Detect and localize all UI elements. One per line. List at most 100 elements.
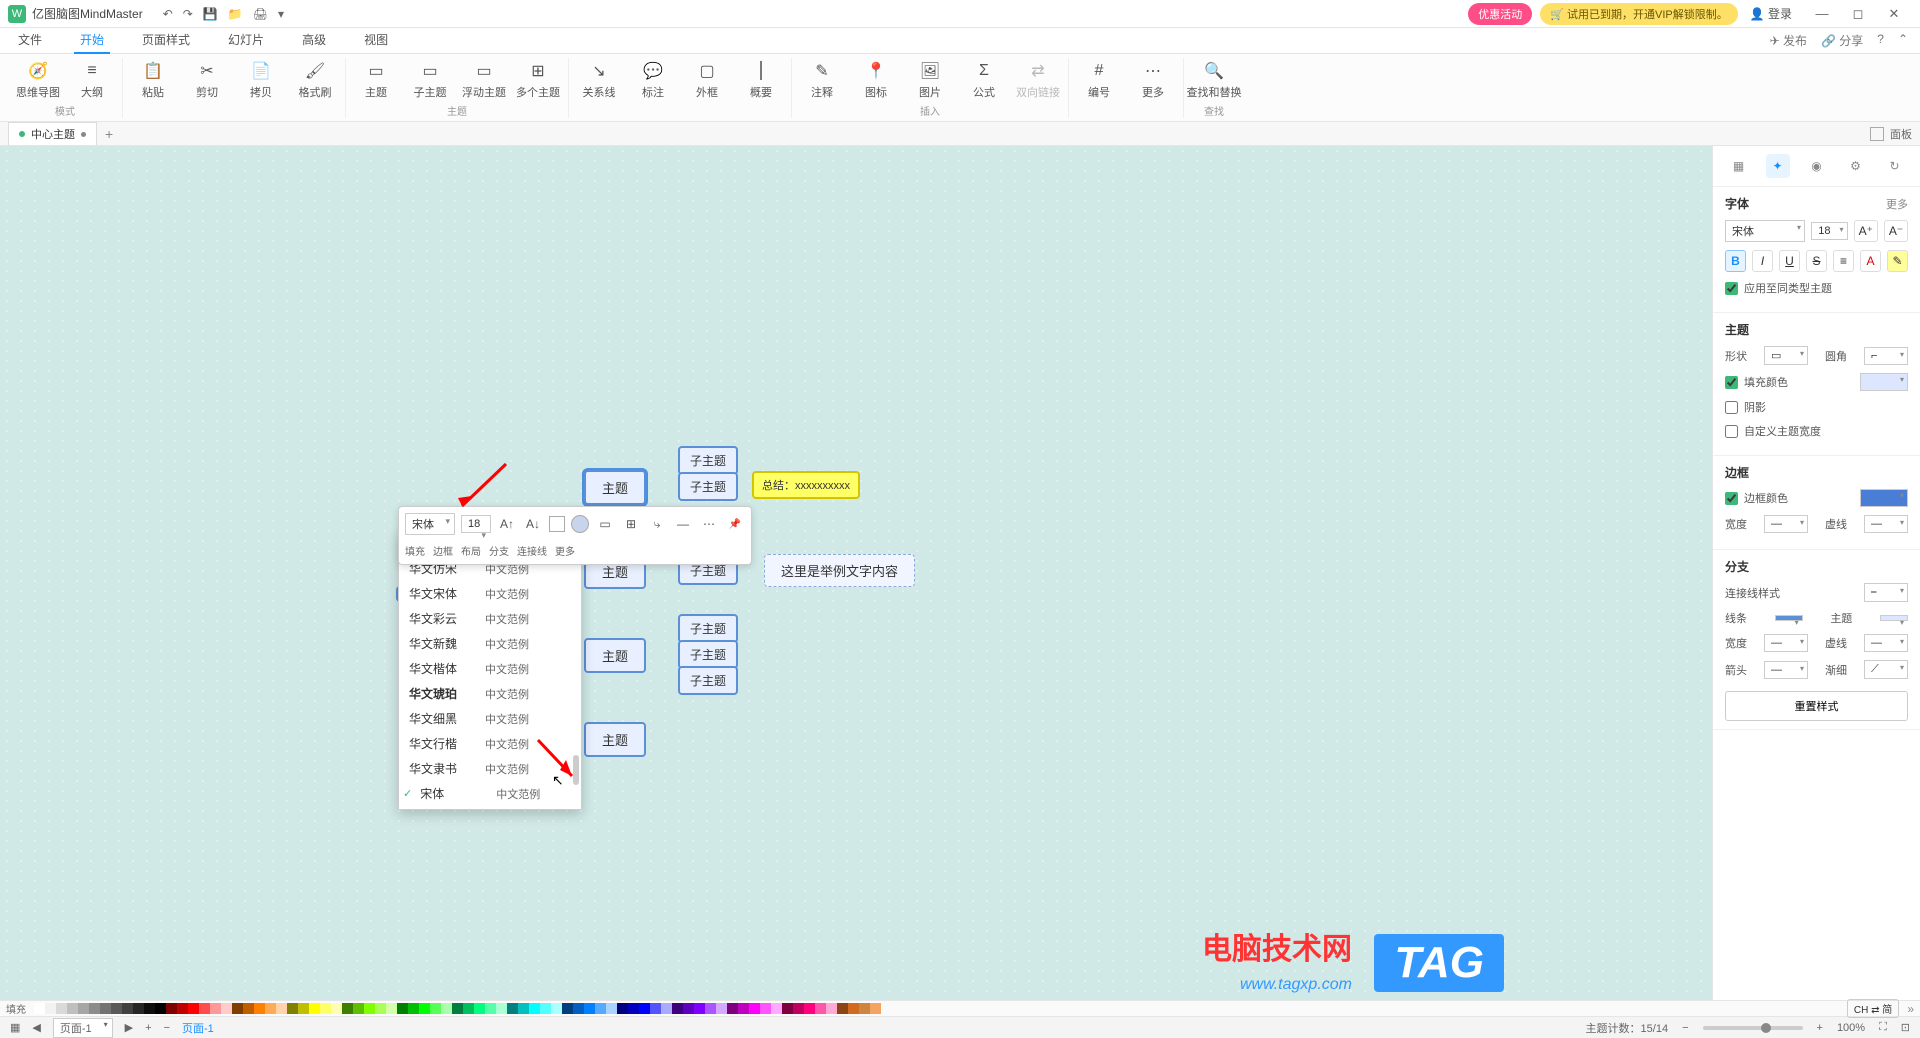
- document-tab[interactable]: 中心主题: [8, 122, 97, 145]
- swatch[interactable]: [254, 1003, 265, 1014]
- view-mode-icon[interactable]: ▦: [10, 1021, 20, 1034]
- swatch[interactable]: [617, 1003, 628, 1014]
- fit-screen-icon[interactable]: ⛶: [1879, 1021, 1887, 1034]
- taper-select[interactable]: ⟋: [1864, 660, 1908, 679]
- reset-style-button[interactable]: 重置样式: [1725, 691, 1908, 721]
- swatch[interactable]: [243, 1003, 254, 1014]
- font-size-select[interactable]: 18: [461, 515, 491, 533]
- corner-select[interactable]: ⌐: [1864, 347, 1908, 365]
- ft-更多[interactable]: 更多: [555, 543, 575, 558]
- help-icon[interactable]: ?: [1877, 32, 1884, 49]
- ribbon-子主题[interactable]: ▭子主题: [408, 58, 452, 102]
- panel-tab-settings-icon[interactable]: ⚙: [1844, 154, 1868, 178]
- swatch[interactable]: [859, 1003, 870, 1014]
- page-nav-prev[interactable]: ◀: [32, 1021, 40, 1034]
- panel-tab-style-icon[interactable]: ✦: [1766, 154, 1790, 178]
- font-family-select[interactable]: 宋体: [405, 513, 455, 535]
- font-color-button[interactable]: A: [1860, 250, 1881, 272]
- swatch[interactable]: [408, 1003, 419, 1014]
- border-color-checkbox[interactable]: 边框颜色: [1725, 490, 1788, 506]
- fullscreen-icon[interactable]: ⊡: [1901, 1021, 1910, 1034]
- swatch[interactable]: [144, 1003, 155, 1014]
- swatch[interactable]: [540, 1003, 551, 1014]
- menu-页面样式[interactable]: 页面样式: [136, 27, 196, 54]
- swatch[interactable]: [89, 1003, 100, 1014]
- menu-expand-icon[interactable]: ⌃: [1898, 32, 1908, 49]
- swatch[interactable]: [463, 1003, 474, 1014]
- ribbon-图片[interactable]: 🖼图片: [908, 58, 952, 102]
- branch-width-select[interactable]: —: [1764, 634, 1808, 652]
- summary-note[interactable]: 总结：xxxxxxxxxx: [752, 471, 860, 499]
- ribbon-思维导图[interactable]: 🧭思维导图: [16, 58, 60, 102]
- subtopic-node-6[interactable]: 子主题: [678, 666, 738, 695]
- swatch[interactable]: [606, 1003, 617, 1014]
- branch-dash-select[interactable]: —: [1864, 634, 1908, 652]
- zoom-slider[interactable]: [1703, 1026, 1803, 1030]
- branch-icon[interactable]: ⤷: [647, 514, 667, 534]
- swatch[interactable]: [474, 1003, 485, 1014]
- ribbon-外框[interactable]: ▢外框: [685, 58, 729, 102]
- ft-布局[interactable]: 布局: [461, 543, 481, 558]
- swatch[interactable]: [441, 1003, 452, 1014]
- font-increase-icon[interactable]: A⁺: [1854, 220, 1878, 242]
- swatch[interactable]: [56, 1003, 67, 1014]
- swatch[interactable]: [386, 1003, 397, 1014]
- subtopic-node-2[interactable]: 子主题: [678, 472, 738, 501]
- qat-more-icon[interactable]: ▾: [278, 7, 284, 21]
- swatch[interactable]: [419, 1003, 430, 1014]
- ribbon-格式刷[interactable]: 🖌格式刷: [293, 58, 337, 102]
- panel-tab-history-icon[interactable]: ↻: [1883, 154, 1907, 178]
- swatch[interactable]: [683, 1003, 694, 1014]
- ft-填充[interactable]: 填充: [405, 543, 425, 558]
- ribbon-剪切[interactable]: ✂剪切: [185, 58, 229, 102]
- zoom-in-button[interactable]: +: [1817, 1022, 1823, 1034]
- zoom-value[interactable]: 100%: [1837, 1022, 1865, 1034]
- menu-文件[interactable]: 文件: [12, 27, 48, 54]
- swatch[interactable]: [375, 1003, 386, 1014]
- fill-color-picker[interactable]: [1860, 373, 1908, 391]
- ribbon-主题[interactable]: ▭主题: [354, 58, 398, 102]
- maximize-button[interactable]: ◻: [1840, 6, 1876, 22]
- swatch[interactable]: [485, 1003, 496, 1014]
- swatch[interactable]: [815, 1003, 826, 1014]
- swatch[interactable]: [782, 1003, 793, 1014]
- save-icon[interactable]: 💾: [203, 7, 218, 21]
- menu-幻灯片[interactable]: 幻灯片: [222, 27, 270, 54]
- panel-font-size[interactable]: 18: [1811, 222, 1847, 240]
- topic-color-select[interactable]: [1880, 615, 1908, 621]
- swatch[interactable]: [221, 1003, 232, 1014]
- swatch[interactable]: [452, 1003, 463, 1014]
- promo-badge-2[interactable]: 🛒 试用已到期，开通VIP解锁限制。: [1540, 3, 1737, 25]
- swatch[interactable]: [309, 1003, 320, 1014]
- swatch[interactable]: [639, 1003, 650, 1014]
- minimize-button[interactable]: —: [1804, 6, 1840, 21]
- swatch[interactable]: [100, 1003, 111, 1014]
- swatch[interactable]: [771, 1003, 782, 1014]
- font-option-华文宋体[interactable]: 华文宋体中文范例: [399, 581, 581, 606]
- swatch[interactable]: [584, 1003, 595, 1014]
- font-option-幼圆[interactable]: 幼圆中文范例: [399, 806, 581, 810]
- panel-toggle-label[interactable]: 面板: [1890, 126, 1912, 142]
- ft-边框[interactable]: 边框: [433, 543, 453, 558]
- swatch[interactable]: [67, 1003, 78, 1014]
- conn-style-select[interactable]: ⎯: [1864, 583, 1908, 602]
- publish-button[interactable]: ✈ 发布: [1770, 32, 1807, 49]
- more-icon[interactable]: ⋯: [699, 514, 719, 534]
- swatch[interactable]: [287, 1003, 298, 1014]
- swatch[interactable]: [837, 1003, 848, 1014]
- palette-collapse-icon[interactable]: »: [1907, 1002, 1914, 1016]
- swatch[interactable]: [320, 1003, 331, 1014]
- subtopic-node-4[interactable]: 子主题: [678, 614, 738, 643]
- swatch[interactable]: [738, 1003, 749, 1014]
- swatch[interactable]: [331, 1003, 342, 1014]
- ribbon-公式[interactable]: Σ公式: [962, 58, 1006, 102]
- shape-icon[interactable]: [549, 516, 565, 532]
- swatch[interactable]: [672, 1003, 683, 1014]
- language-toggle[interactable]: CH ⇄ 简: [1847, 999, 1899, 1018]
- font-option-华文细黑[interactable]: 华文细黑中文范例: [399, 706, 581, 731]
- page-label[interactable]: 页面-1: [182, 1020, 214, 1036]
- ribbon-多个主题[interactable]: ⊞多个主题: [516, 58, 560, 102]
- topic-node-3[interactable]: 主题: [584, 638, 646, 673]
- strike-button[interactable]: S: [1806, 250, 1827, 272]
- ribbon-双向链接[interactable]: ⇄双向链接: [1016, 58, 1060, 102]
